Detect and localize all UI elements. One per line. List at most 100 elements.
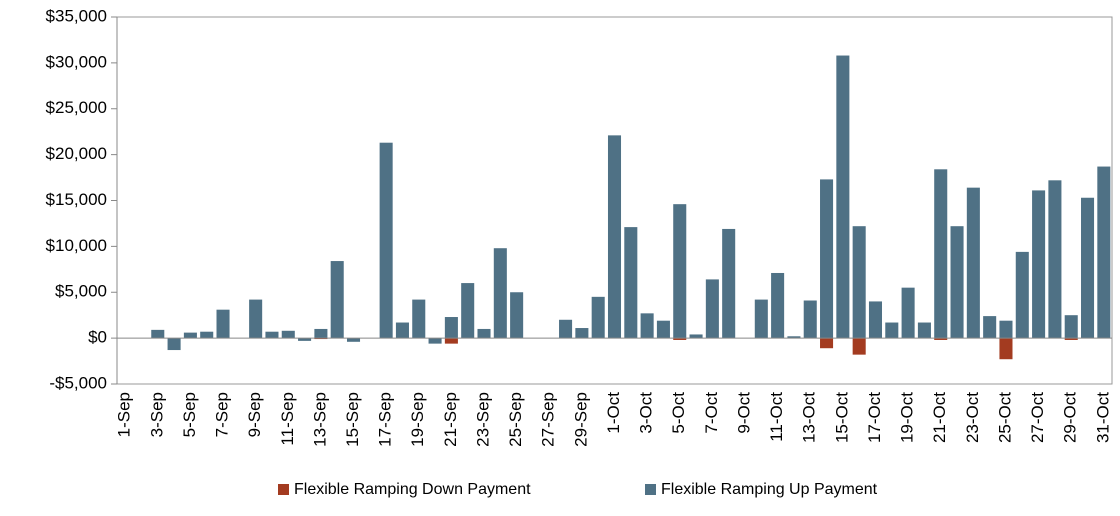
x-tick-label: 7-Oct [702,392,721,434]
legend-label: Flexible Ramping Down Payment [294,481,531,498]
x-tick-label: 29-Oct [1061,392,1080,443]
bar [624,227,638,339]
bar [428,338,442,344]
x-tick-label: 1-Oct [604,392,623,434]
x-tick-label: 23-Sep [473,392,492,447]
bar [787,336,801,339]
x-tick-label: 13-Sep [310,392,329,447]
x-tick-label: 21-Sep [441,392,460,447]
bar [493,248,507,339]
y-tick-label: $10,000 [46,236,107,255]
x-tick-label: 21-Oct [930,392,949,443]
bar [395,322,409,339]
x-tick-label: 11-Oct [767,392,786,442]
x-tick-label: 3-Sep [147,392,166,437]
bar [330,261,344,339]
y-tick-label: -$5,000 [49,373,107,392]
x-tick-label: 19-Sep [408,392,427,447]
x-tick-label: 3-Oct [637,392,656,434]
bar [1081,197,1095,339]
y-tick-label: $0 [88,328,107,347]
bar [1015,251,1029,339]
bar [836,55,850,339]
x-tick-label: 15-Sep [343,392,362,447]
bar [249,299,263,339]
x-tick-label: 25-Oct [995,392,1014,443]
bar [607,135,622,339]
x-tick-label: 7-Sep [213,392,232,437]
y-tick-label: $15,000 [46,190,107,209]
x-tick-label: 13-Oct [800,392,819,443]
bar [754,299,768,339]
x-tick-label: 5-Oct [669,392,688,434]
bar [151,329,165,339]
x-tick-label: 9-Oct [734,392,753,434]
x-tick-label: 25-Sep [506,392,525,447]
x-tick-label: 19-Oct [898,392,917,443]
bar [983,316,997,339]
bar [705,279,719,339]
bar [1048,180,1062,339]
bar [314,328,328,339]
bar [722,228,736,339]
y-tick-label: $35,000 [46,6,107,25]
bar [412,299,426,339]
x-tick-label: 15-Oct [832,392,851,443]
bar [461,283,475,339]
bar [852,338,866,355]
bar [183,332,197,339]
bar [510,292,524,339]
x-tick-label: 31-Oct [1093,392,1112,443]
bar [1064,338,1078,340]
y-tick-label: $25,000 [46,98,107,117]
x-tick-label: 9-Sep [245,392,264,437]
bar [444,338,458,344]
bar [673,338,687,340]
bar [559,319,573,339]
bar [281,330,295,339]
bar [1032,190,1046,339]
bar [477,328,491,339]
bar [575,328,589,339]
bar [591,296,605,339]
x-tick-label: 17-Sep [376,392,395,447]
bar [999,338,1013,360]
x-tick-label: 17-Oct [865,392,884,443]
bar [820,338,834,349]
legend-swatch [645,484,656,495]
bar [1064,315,1078,339]
bar [852,226,866,339]
bar [966,187,980,339]
bar [934,169,948,339]
bar [885,322,899,339]
x-tick-label: 5-Sep [180,392,199,437]
bar [379,142,393,339]
x-tick-label: 27-Sep [539,392,558,447]
bar [689,334,703,339]
y-tick-label: $20,000 [46,144,107,163]
bar [167,338,181,351]
bar [640,313,654,339]
bar [868,301,883,339]
y-tick-label: $30,000 [46,52,107,71]
bar [934,338,948,340]
x-tick-label: 1-Sep [115,392,134,437]
bar [771,272,785,339]
y-tick-label: $5,000 [55,282,107,301]
bar [1097,166,1111,339]
bar [346,338,361,342]
legend-swatch [278,484,289,495]
bar [901,287,915,339]
bar [444,317,458,339]
bar [999,320,1013,339]
bar [917,322,931,339]
legend-label: Flexible Ramping Up Payment [661,481,878,498]
x-tick-label: 27-Oct [1028,392,1047,443]
x-tick-label: 29-Sep [571,392,590,447]
bar [820,179,834,339]
bar [803,300,817,339]
bar [265,331,279,339]
x-tick-label: 11-Sep [278,392,297,446]
bar [656,320,670,339]
